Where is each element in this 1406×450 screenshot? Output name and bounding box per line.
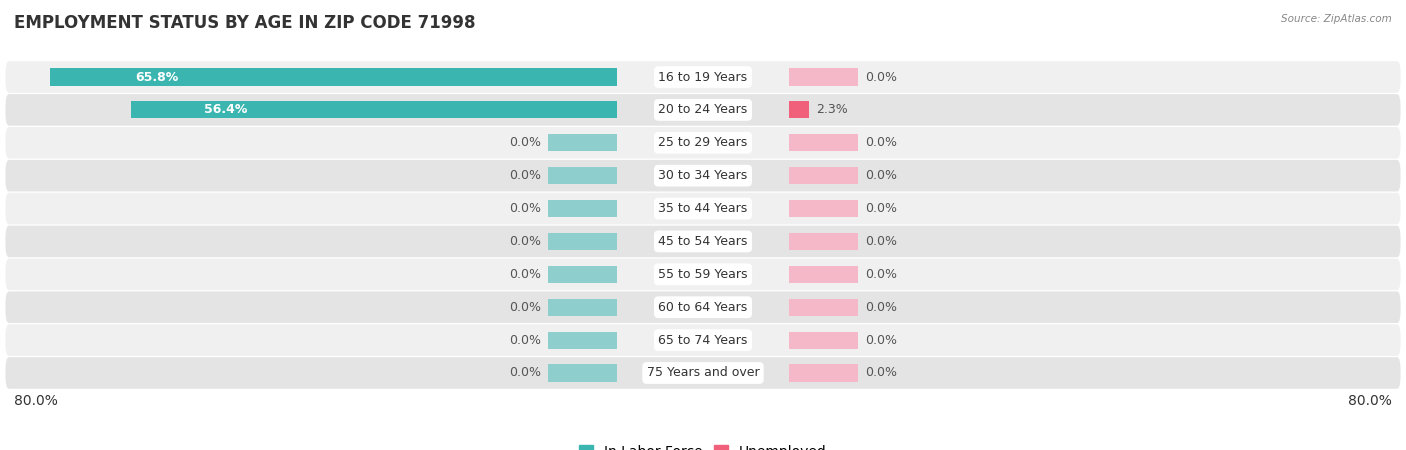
Text: 0.0%: 0.0% (509, 136, 541, 149)
Text: 35 to 44 Years: 35 to 44 Years (658, 202, 748, 215)
Text: EMPLOYMENT STATUS BY AGE IN ZIP CODE 71998: EMPLOYMENT STATUS BY AGE IN ZIP CODE 719… (14, 14, 475, 32)
Bar (548, 134, 617, 151)
Text: 80.0%: 80.0% (14, 394, 58, 408)
Text: 65.8%: 65.8% (135, 71, 179, 84)
Text: 30 to 34 Years: 30 to 34 Years (658, 169, 748, 182)
Bar (548, 332, 617, 349)
Bar (789, 364, 858, 382)
FancyBboxPatch shape (6, 61, 1400, 93)
Text: 75 Years and over: 75 Years and over (647, 366, 759, 379)
Bar (548, 200, 617, 217)
Bar (789, 332, 858, 349)
Bar (51, 68, 617, 86)
Bar (131, 101, 617, 118)
Text: 0.0%: 0.0% (509, 235, 541, 248)
Text: 65 to 74 Years: 65 to 74 Years (658, 333, 748, 346)
Bar (789, 233, 858, 250)
FancyBboxPatch shape (6, 357, 1400, 389)
Text: 0.0%: 0.0% (865, 202, 897, 215)
Text: 25 to 29 Years: 25 to 29 Years (658, 136, 748, 149)
Text: 2.3%: 2.3% (815, 104, 848, 117)
Text: 55 to 59 Years: 55 to 59 Years (658, 268, 748, 281)
Text: 80.0%: 80.0% (1348, 394, 1392, 408)
FancyBboxPatch shape (6, 193, 1400, 225)
Text: 45 to 54 Years: 45 to 54 Years (658, 235, 748, 248)
Text: 60 to 64 Years: 60 to 64 Years (658, 301, 748, 314)
Text: Source: ZipAtlas.com: Source: ZipAtlas.com (1281, 14, 1392, 23)
Text: 0.0%: 0.0% (865, 235, 897, 248)
Bar (789, 101, 808, 118)
Text: 20 to 24 Years: 20 to 24 Years (658, 104, 748, 117)
FancyBboxPatch shape (6, 160, 1400, 191)
FancyBboxPatch shape (6, 324, 1400, 356)
FancyBboxPatch shape (6, 259, 1400, 290)
FancyBboxPatch shape (6, 127, 1400, 158)
Bar (789, 134, 858, 151)
Bar (789, 68, 858, 86)
Text: 0.0%: 0.0% (509, 333, 541, 346)
Bar (789, 200, 858, 217)
Text: 0.0%: 0.0% (509, 202, 541, 215)
Text: 0.0%: 0.0% (865, 71, 897, 84)
Text: 0.0%: 0.0% (509, 169, 541, 182)
Text: 0.0%: 0.0% (865, 268, 897, 281)
FancyBboxPatch shape (6, 292, 1400, 323)
Text: 0.0%: 0.0% (509, 301, 541, 314)
Bar (789, 167, 858, 184)
Text: 0.0%: 0.0% (865, 301, 897, 314)
Text: 16 to 19 Years: 16 to 19 Years (658, 71, 748, 84)
Text: 0.0%: 0.0% (509, 268, 541, 281)
Bar (789, 299, 858, 316)
Bar (548, 233, 617, 250)
Text: 56.4%: 56.4% (204, 104, 247, 117)
Text: 0.0%: 0.0% (509, 366, 541, 379)
Bar (548, 364, 617, 382)
Bar (548, 299, 617, 316)
FancyBboxPatch shape (6, 94, 1400, 126)
Bar (548, 167, 617, 184)
FancyBboxPatch shape (6, 225, 1400, 257)
Text: 0.0%: 0.0% (865, 333, 897, 346)
Bar (789, 266, 858, 283)
Bar (548, 266, 617, 283)
Text: 0.0%: 0.0% (865, 366, 897, 379)
Legend: In Labor Force, Unemployed: In Labor Force, Unemployed (574, 439, 832, 450)
Text: 0.0%: 0.0% (865, 169, 897, 182)
Text: 0.0%: 0.0% (865, 136, 897, 149)
